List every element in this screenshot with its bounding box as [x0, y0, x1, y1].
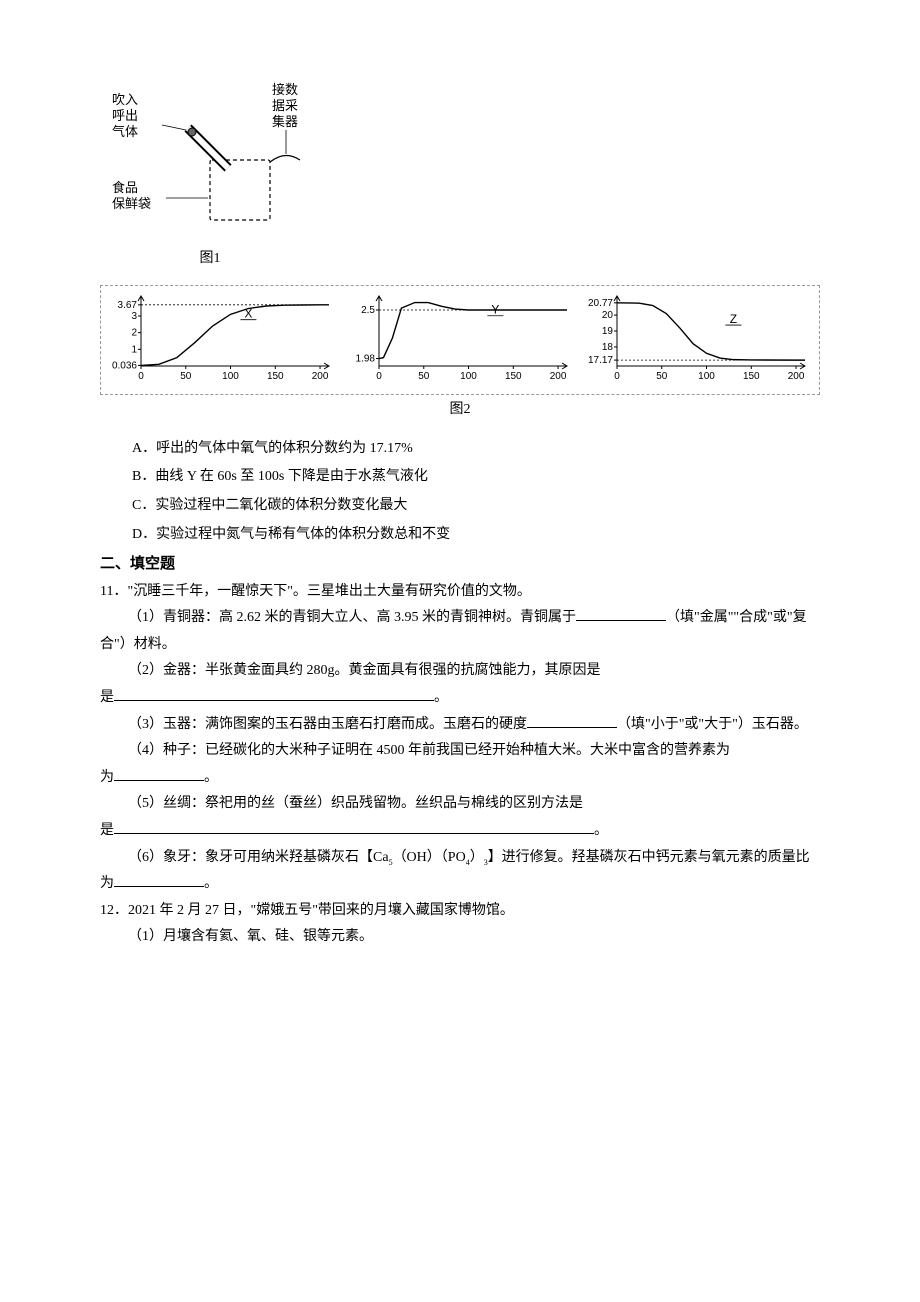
svg-text:1: 1	[131, 344, 137, 355]
q11-4-blank[interactable]	[114, 765, 204, 780]
svg-text:20: 20	[602, 310, 614, 321]
svg-text:0: 0	[376, 371, 382, 382]
q11-5-text-b: 。	[594, 823, 608, 838]
svg-text:呼出: 呼出	[112, 108, 138, 123]
q11-5-text-a: （5）丝绸：祭祀用的丝（蚕丝）织品残留物。丝织品与棉线的区别方法是	[128, 796, 583, 811]
svg-text:0: 0	[614, 371, 620, 382]
option-C: C．实验过程中二氧化碳的体积分数变化最大	[132, 493, 820, 520]
svg-text:50: 50	[656, 371, 668, 382]
q11-stem: 11．"沉睡三千年，一醒惊天下"。三星堆出土大量有研究价值的文物。	[100, 579, 820, 606]
svg-text:2: 2	[131, 327, 137, 338]
q11-6-text-a: （6）象牙：象牙可用纳米羟基磷灰石【Ca	[128, 850, 389, 865]
q11-1: （1）青铜器：高 2.62 米的青铜大立人、高 3.95 米的青铜神树。青铜属于…	[100, 605, 820, 658]
svg-text:吹入: 吹入	[112, 92, 138, 107]
q11-2-text-a: （2）金器：半张黄金面具约 280g。黄金面具有很强的抗腐蚀能力，其原因是	[128, 663, 601, 678]
q11-5-text-pre: 是	[100, 823, 114, 838]
q11-2-blank[interactable]	[114, 686, 434, 701]
chart-Z: 17.17 18 19 20 20.77 0 50 100 150 200 Z	[579, 290, 809, 382]
q11-4-text-b: 。	[204, 770, 218, 785]
svg-text:150: 150	[267, 371, 284, 382]
question-12: 12．2021 年 2 月 27 日，"嫦娥五号"带回来的月壤入藏国家博物馆。 …	[100, 898, 820, 951]
figure-2-charts: 0.0361233.67050100150200X 1.982.50501001…	[100, 285, 820, 396]
svg-text:0.036: 0.036	[112, 360, 137, 371]
svg-text:2.5: 2.5	[361, 305, 375, 316]
q11-1-blank[interactable]	[576, 606, 666, 621]
svg-text:食品: 食品	[112, 180, 138, 195]
svg-text:集器: 集器	[272, 114, 298, 129]
q12-stem: 12．2021 年 2 月 27 日，"嫦娥五号"带回来的月壤入藏国家博物馆。	[100, 898, 820, 925]
svg-text:保鲜袋: 保鲜袋	[112, 196, 151, 211]
q11-4-line2: 为。	[100, 765, 820, 792]
svg-text:3: 3	[131, 311, 137, 322]
q11-6-mid2: ）	[470, 850, 484, 865]
q11-4-text-pre: 为	[100, 770, 114, 785]
q11-6-text-c: 。	[204, 876, 218, 891]
svg-text:200: 200	[550, 371, 567, 382]
option-D: D．实验过程中氮气与稀有气体的体积分数总和不变	[132, 522, 820, 549]
svg-text:150: 150	[505, 371, 522, 382]
q11-5-blank[interactable]	[114, 819, 594, 834]
svg-text:Y: Y	[491, 302, 499, 316]
q11-6: （6）象牙：象牙可用纳米羟基磷灰石【Ca5（OH）（PO4）3】进行修复。羟基磷…	[100, 845, 820, 898]
q11-3: （3）玉器：满饰图案的玉石器由玉磨石打磨而成。玉磨石的硬度 （填"小于"或"大于"…	[100, 712, 820, 739]
svg-text:20.77: 20.77	[588, 297, 613, 308]
chart-X: 0.036 1 2 33.67 0 50 100 150 200 X	[103, 290, 333, 382]
svg-text:接数: 接数	[272, 82, 298, 97]
q11-4: （4）种子：已经碳化的大米种子证明在 4500 年前我国已经开始种植大米。大米中…	[100, 738, 820, 765]
q12-1: （1）月壤含有氦、氧、硅、银等元素。	[100, 924, 820, 951]
svg-text:气体: 气体	[112, 124, 138, 139]
q11-2: （2）金器：半张黄金面具约 280g。黄金面具有很强的抗腐蚀能力，其原因是	[100, 658, 820, 685]
svg-text:50: 50	[418, 371, 430, 382]
figure-2: 0.0361233.67050100150200X 1.982.50501001…	[100, 285, 820, 424]
svg-text:18: 18	[602, 342, 614, 353]
svg-text:19: 19	[602, 326, 614, 337]
svg-text:1.98: 1.98	[356, 353, 376, 364]
q11-3-text-a: （3）玉器：满饰图案的玉石器由玉磨石打磨而成。玉磨石的硬度	[128, 717, 527, 732]
svg-text:3.67: 3.67	[118, 299, 138, 310]
figure-2-caption: 图2	[100, 397, 820, 424]
option-A: A．呼出的气体中氧气的体积分数约为 17.17%	[132, 436, 820, 463]
q11-6-blank[interactable]	[114, 872, 204, 887]
q11-6-mid1: （OH）（PO	[393, 850, 466, 865]
q11-2-text-pre: 是	[100, 690, 114, 705]
q11-2-text-b: 。	[434, 690, 448, 705]
svg-text:100: 100	[698, 371, 715, 382]
figure-1-svg: 吹入呼出气体食品保鲜袋 接数据采集器	[110, 80, 310, 240]
svg-text:50: 50	[180, 371, 192, 382]
svg-text:100: 100	[222, 371, 239, 382]
figure-1-caption: 图1	[110, 246, 310, 273]
q11-5-line2: 是。	[100, 818, 820, 845]
svg-text:200: 200	[312, 371, 329, 382]
q11-3-blank[interactable]	[527, 712, 617, 727]
q11-2-line2: 是。	[100, 685, 820, 712]
q11-5: （5）丝绸：祭祀用的丝（蚕丝）织品残留物。丝织品与棉线的区别方法是	[100, 791, 820, 818]
svg-text:150: 150	[743, 371, 760, 382]
svg-text:200: 200	[788, 371, 805, 382]
svg-text:0: 0	[138, 371, 144, 382]
q11-1-text-a: （1）青铜器：高 2.62 米的青铜大立人、高 3.95 米的青铜神树。青铜属于	[128, 610, 576, 625]
option-B: B．曲线 Y 在 60s 至 100s 下降是由于水蒸气液化	[132, 464, 820, 491]
question-11: 11．"沉睡三千年，一醒惊天下"。三星堆出土大量有研究价值的文物。 （1）青铜器…	[100, 579, 820, 898]
svg-text:100: 100	[460, 371, 477, 382]
chart-Y: 1.98 2.5 0 50 100 150 200 Y	[341, 290, 571, 382]
svg-text:据采: 据采	[272, 98, 298, 113]
section-heading-2: 二、填空题	[100, 550, 820, 579]
q11-3-text-b: （填"小于"或"大于"）玉石器。	[617, 717, 808, 732]
svg-text:Z: Z	[730, 312, 737, 326]
figure-1: 吹入呼出气体食品保鲜袋 接数据采集器 图1	[110, 80, 310, 273]
svg-text:X: X	[244, 306, 252, 320]
svg-text:17.17: 17.17	[588, 355, 613, 366]
q11-4-text-a: （4）种子：已经碳化的大米种子证明在 4500 年前我国已经开始种植大米。大米中…	[128, 743, 730, 758]
